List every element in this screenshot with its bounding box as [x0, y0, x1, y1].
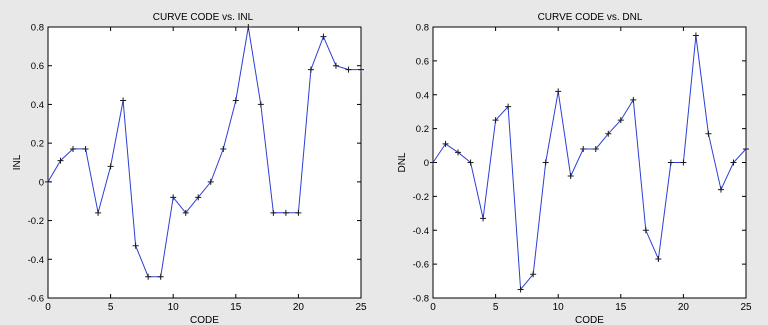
dnl-x-tick-label: 5	[493, 302, 499, 313]
inl-data-point	[270, 209, 277, 216]
inl-chart-group: CURVE CODE vs. INL 0 5 10 15 20 25 -0.6 -0.4 -0.2…	[12, 12, 367, 325]
dnl-x-tick-label: 25	[740, 302, 752, 313]
dnl-data-point	[617, 117, 624, 124]
inl-y-tick-label: -0.6	[28, 294, 44, 305]
inl-data-point	[120, 97, 127, 104]
dnl-data-point	[630, 96, 637, 103]
dnl-x-tick-label: 10	[553, 302, 565, 313]
inl-data-point	[57, 157, 64, 164]
dnl-data-point	[642, 227, 649, 234]
inl-data-point	[332, 62, 339, 69]
inl-data-point	[157, 273, 164, 280]
inl-x-tick-label: 25	[355, 302, 367, 313]
inl-y-tick-label: 0.4	[31, 100, 44, 111]
dnl-data-point	[430, 159, 436, 166]
dnl-data-point	[480, 215, 487, 222]
dnl-data-point	[667, 159, 674, 166]
inl-title: CURVE CODE vs. INL	[153, 12, 254, 23]
dnl-x-tick-label: 20	[678, 302, 690, 313]
inl-plot-area	[47, 26, 362, 299]
inl-data-point	[232, 97, 239, 104]
dnl-y-tick-label: 0.4	[416, 90, 429, 101]
dnl-y-tick-label: -0.2	[413, 192, 429, 203]
dnl-data-point	[467, 159, 474, 166]
inl-data-point	[170, 194, 177, 201]
inl-x-tick-label: 15	[230, 302, 242, 313]
dnl-data-point	[505, 103, 512, 110]
dnl-data-point	[692, 32, 699, 39]
dnl-x-tick-label: 15	[615, 302, 627, 313]
inl-data-point	[257, 101, 264, 108]
inl-y-tick-label: -0.2	[28, 216, 44, 227]
inl-data-point	[245, 24, 252, 30]
dnl-data-point	[580, 145, 587, 152]
inl-y-tick-label: 0.2	[31, 139, 44, 150]
dnl-title: CURVE CODE vs. DNL	[538, 12, 643, 23]
dnl-y-tick-label: -0.6	[413, 260, 429, 271]
inl-data-point	[220, 145, 227, 152]
dnl-data-point	[592, 145, 599, 152]
inl-x-tick-label: 10	[168, 302, 180, 313]
inl-data-point	[320, 33, 327, 40]
dnl-x-axis-label: CODE	[575, 315, 604, 325]
inl-x-tick-label: 5	[108, 302, 114, 313]
inl-data-point	[295, 209, 302, 216]
dnl-data-point	[455, 149, 462, 156]
dnl-y-tick-label: 0.2	[416, 124, 429, 135]
inl-data-point	[107, 163, 114, 170]
inl-y-tick-label: 0.6	[31, 61, 44, 72]
dnl-chart-group: CURVE CODE vs. DNL 0 5 10 15 20 25 -0.8 -0.6 -0.4…	[397, 12, 752, 325]
inl-data-point	[145, 273, 152, 280]
inl-y-tick-label: 0	[39, 177, 44, 188]
dnl-data-point	[705, 130, 712, 137]
dnl-data-point	[743, 145, 749, 152]
inl-data-point	[70, 145, 77, 152]
dnl-y-tick-label: 0.6	[416, 56, 429, 67]
dnl-y-tick-label: 0.8	[416, 23, 429, 34]
dnl-y-tick-label: -0.4	[413, 226, 429, 237]
dnl-data-point	[442, 140, 449, 147]
inl-y-tick-label: -0.4	[28, 255, 44, 266]
dnl-data-point	[680, 159, 687, 166]
inl-data-point	[307, 66, 314, 73]
inl-y-tick-label: 0.8	[31, 23, 44, 34]
dnl-data-point	[717, 186, 724, 193]
dnl-plot-area	[432, 26, 747, 299]
inl-data-point	[207, 178, 214, 185]
dnl-data-point	[555, 88, 562, 95]
dnl-data-point	[530, 271, 537, 278]
inl-x-axis-label: CODE	[190, 315, 219, 325]
dnl-data-point	[517, 286, 524, 293]
inl-x-tick-label: 20	[293, 302, 305, 313]
inl-data-point	[82, 145, 89, 152]
dnl-data-point	[492, 117, 499, 124]
dnl-data-point	[605, 130, 612, 137]
inl-data-point	[95, 209, 102, 216]
dnl-y-axis-label: DNL	[397, 152, 408, 172]
inl-data-point	[132, 242, 139, 249]
inl-y-axis-label: INL	[12, 154, 23, 170]
inl-x-tick-label: 0	[45, 302, 51, 313]
dnl-data-point	[655, 256, 662, 263]
dnl-data-point	[730, 159, 737, 166]
inl-data-point	[45, 178, 51, 185]
inl-data-point	[182, 209, 189, 216]
dnl-y-tick-label: -0.8	[413, 294, 429, 305]
inl-data-point	[195, 194, 202, 201]
inl-series-line	[47, 26, 361, 278]
dnl-data-point	[542, 159, 549, 166]
dnl-y-tick-label: 0	[424, 158, 429, 169]
dnl-x-tick-label: 0	[430, 302, 436, 313]
dnl-data-point	[567, 173, 574, 180]
inl-data-point	[358, 66, 364, 73]
dnl-series-line	[432, 35, 747, 291]
inl-data-point	[282, 209, 289, 216]
inl-data-point	[345, 66, 352, 73]
